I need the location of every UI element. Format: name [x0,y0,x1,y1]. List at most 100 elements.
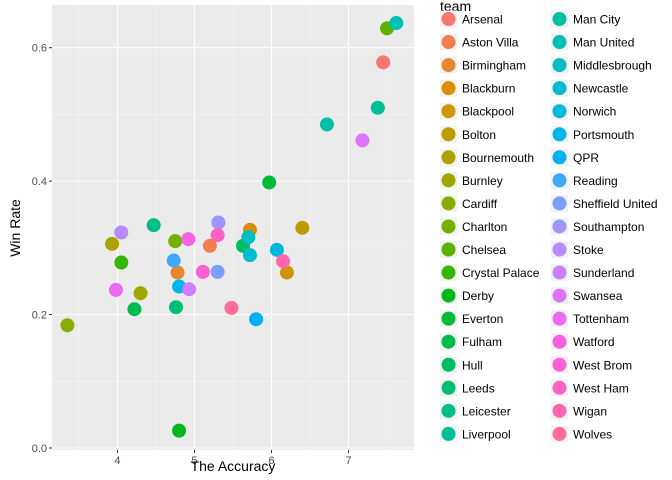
y-tick-label: 0.4 [32,176,47,188]
data-point [241,230,256,245]
legend-label: Charlton [462,220,507,234]
legend-key [552,219,567,234]
legend-label: Swansea [573,289,623,303]
legend-item: Newcastle [551,79,629,97]
legend-item: Derby [440,287,494,305]
data-point [127,302,142,317]
legend-key [441,426,456,441]
legend-key [441,265,456,280]
legend-label: Southampton [573,220,644,234]
legend-item: Stoke [551,241,604,258]
legend-key [441,104,456,119]
legend-key [441,196,456,211]
legend-item: Aston Villa [440,33,519,51]
legend-label: Stoke [573,243,604,257]
legend-item: Portsmouth [551,125,634,143]
data-point [195,264,210,279]
legend-key [441,288,456,303]
legend-item: Reading [551,171,618,189]
legend-label: Middlesbrough [573,59,652,73]
legend-key [552,173,567,188]
legend-item: Crystal Palace [440,264,540,282]
x-axis-title: The Accuracy [191,458,276,474]
legend-item: Middlesbrough [551,56,652,74]
legend-key [552,127,567,142]
legend-key [552,403,567,418]
legend-label: Norwich [573,105,616,119]
legend-label: Fulham [462,335,502,349]
data-point [105,236,120,251]
legend-label: Cardiff [462,197,498,211]
legend-key [552,426,567,441]
legend-item: Birmingham [440,56,526,74]
legend-item: Chelsea [440,241,506,258]
legend-key [441,242,456,257]
data-point [210,264,225,279]
data-points [60,16,404,438]
legend-label: Man United [573,36,634,50]
legend-item: Sunderland [551,264,634,282]
data-point [389,16,404,31]
data-point [114,225,129,240]
legend-label: Man City [573,13,620,27]
legend-label: Burnley [462,174,503,188]
legend-key [441,12,456,26]
data-point [168,234,183,249]
legend-key [552,35,567,50]
legend-item: Cardiff [440,194,498,212]
legend-label: Leeds [462,381,495,395]
legend-key [441,334,456,349]
data-point [169,300,184,315]
legend-key [552,12,567,26]
legend-label: Bolton [462,128,496,142]
y-tick-label: 0.6 [32,43,47,55]
data-point [172,423,187,438]
legend-key [441,173,456,188]
legend-label: Crystal Palace [462,266,540,280]
data-point [279,265,294,280]
legend-item: Bolton [440,125,496,143]
legend-key [441,127,456,142]
legend-label: Tottenham [573,312,629,326]
legend-item: Man City [551,10,620,28]
legend-label: Sheffield United [573,197,658,211]
legend-label: Blackpool [462,105,514,119]
legend-label: Arsenal [462,13,503,27]
y-tick-label: 0.0 [32,443,47,455]
data-point [355,133,370,148]
legend-label: Blackburn [462,82,515,96]
legend-item: Arsenal [440,10,503,28]
x-tick-label: 6 [268,455,274,467]
legend-item: Tottenham [551,310,629,328]
data-point [224,300,239,315]
legend-key [552,196,567,211]
x-tick-label: 5 [191,455,197,467]
legend-item: Southampton [551,217,644,235]
legend-item: West Ham [551,379,629,397]
legend-key [441,81,456,96]
legend-item: Fulham [440,333,502,351]
legend-item: Sheffield United [551,194,658,212]
legend-item: Wigan [551,402,607,420]
legend-label: Hull [462,358,483,372]
legend-item: Blackpool [440,102,514,120]
data-point [60,318,75,333]
legend-label: Chelsea [462,243,506,257]
legend-label: Newcastle [573,82,629,96]
legend-label: Birmingham [462,59,526,73]
legend-key [441,357,456,372]
legend-label: Leicester [462,404,511,418]
legend-label: Watford [573,335,615,349]
legend-key [552,104,567,119]
data-point [269,242,284,257]
legend-key [441,58,456,73]
legend-key [552,357,567,372]
data-point [376,55,391,70]
legend-item: Watford [551,333,615,351]
data-point [114,255,129,270]
legend-label: Liverpool [462,427,511,441]
legend-key [552,58,567,73]
legend-key [441,219,456,234]
data-point [146,218,161,233]
legend-label: QPR [573,151,599,165]
